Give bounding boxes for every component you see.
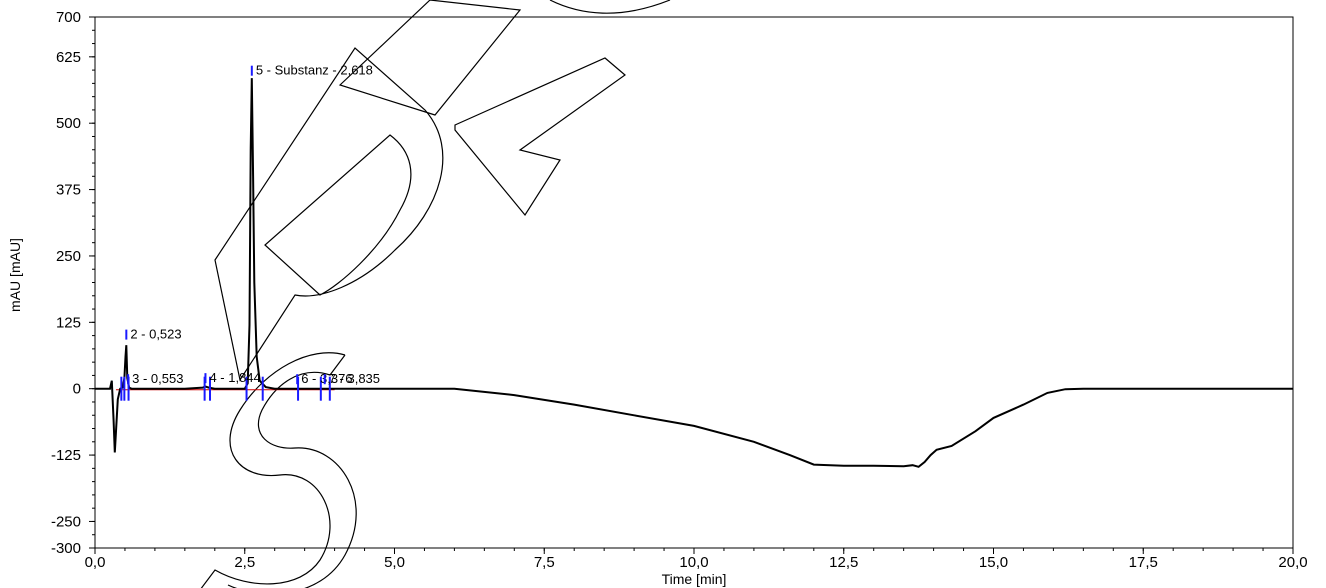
y-tick-label: 0 (73, 381, 81, 398)
y-tick-label: 500 (56, 115, 81, 132)
x-tick-label: 20,0 (1278, 554, 1307, 571)
signal-trace (95, 78, 1293, 468)
y-tick-label: -250 (51, 513, 81, 530)
x-tick-label: 0,0 (85, 554, 106, 571)
peak-label: 3 - 0,553 (132, 371, 183, 386)
x-tick-label: 17,5 (1129, 554, 1158, 571)
x-tick-label: 7,5 (534, 554, 555, 571)
watermark-logo (200, 0, 671, 588)
y-axis: 700 625 500 375 250 125 0 -125 -250 -300 (51, 9, 95, 557)
x-tick-label: 10,0 (679, 554, 708, 571)
y-axis-title: mAU [mAU] (7, 238, 23, 312)
peak-label: 2 - 0,523 (130, 327, 181, 342)
y-tick-label: -300 (51, 540, 81, 557)
y-tick-label: 700 (56, 9, 81, 26)
peak-label: 5 - Substanz - 2,618 (256, 63, 373, 78)
y-tick-label: -125 (51, 447, 81, 464)
watermark-letter-e (338, 0, 626, 217)
plot-area (94, 16, 1294, 549)
peak-label: 7 - 3,835 (329, 371, 380, 386)
y-tick-label: 125 (56, 314, 81, 331)
x-tick-label: 12,5 (829, 554, 858, 571)
peak-label: 6 - 3,376 (301, 371, 352, 386)
watermark-letter-p (214, 47, 444, 382)
plot-frame (94, 16, 1294, 549)
watermark-letter-c (549, 0, 671, 14)
y-tick-label: 250 (56, 248, 81, 265)
x-axis: 0,0 2,5 5,0 7,5 10,0 12,5 15,0 17,5 20,0 (85, 548, 1308, 571)
peak-labels: 2 - 0,523 3 - 0,553 4 - 1,844 5 - Substanz … (125, 63, 380, 386)
peak-label: 4 - 1,844 (209, 370, 260, 385)
y-tick-label: 625 (56, 49, 81, 66)
x-tick-label: 15,0 (979, 554, 1008, 571)
y-tick-label: 375 (56, 182, 81, 199)
x-tick-label: 5,0 (384, 554, 405, 571)
x-tick-label: 2,5 (234, 554, 255, 571)
x-axis-title: Time [min] (662, 571, 727, 587)
